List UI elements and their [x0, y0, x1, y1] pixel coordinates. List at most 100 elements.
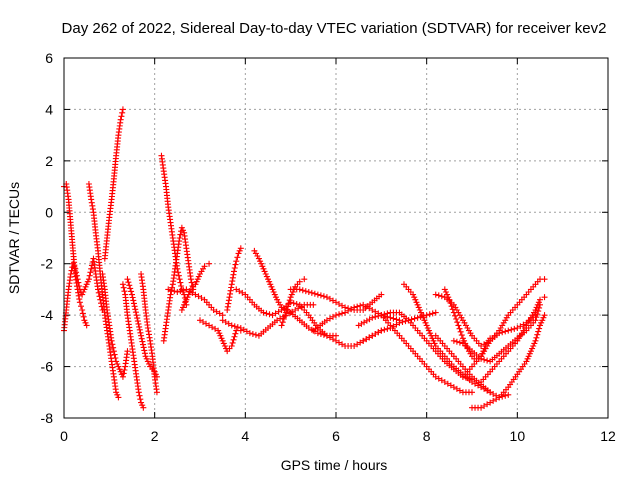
data-point — [372, 308, 379, 315]
data-point — [508, 326, 515, 333]
data-point — [188, 279, 195, 286]
data-point — [533, 304, 540, 311]
data-point — [230, 271, 237, 278]
data-point — [75, 279, 82, 286]
data-point — [218, 335, 225, 342]
data-point — [83, 281, 90, 288]
data-point — [333, 337, 339, 344]
data-point — [83, 322, 90, 329]
data-point — [444, 291, 451, 298]
data-point — [408, 316, 415, 323]
data-point — [130, 300, 137, 307]
data-point — [366, 305, 373, 312]
data-point — [127, 285, 134, 292]
series-arc-7 — [124, 276, 160, 380]
data-point — [360, 337, 367, 344]
data-point — [126, 282, 133, 289]
data-point — [184, 294, 191, 301]
series-arc-22 — [360, 309, 439, 344]
data-point — [73, 269, 80, 276]
data-point — [239, 289, 246, 296]
data-point — [111, 351, 118, 358]
data-point — [120, 284, 127, 291]
data-point — [514, 325, 521, 331]
data-point — [320, 293, 327, 300]
data-point — [169, 284, 176, 291]
data-point — [180, 287, 187, 294]
data-point — [114, 391, 121, 398]
data-point — [182, 299, 189, 306]
data-point — [136, 392, 143, 399]
data-point — [76, 299, 83, 306]
data-point — [220, 340, 227, 347]
data-point — [286, 297, 293, 304]
data-point — [282, 312, 288, 319]
data-point — [326, 315, 333, 322]
data-point — [255, 255, 262, 262]
data-point — [140, 341, 147, 348]
data-point — [258, 260, 265, 267]
data-point — [416, 307, 423, 313]
data-point — [68, 267, 75, 274]
data-point — [229, 339, 236, 346]
data-point — [279, 319, 286, 326]
data-point — [484, 357, 491, 364]
data-point — [531, 340, 538, 347]
data-point — [216, 330, 223, 337]
data-point — [194, 276, 201, 283]
data-point — [285, 300, 292, 307]
data-point — [305, 289, 312, 295]
data-point — [80, 313, 87, 320]
data-point — [265, 276, 271, 283]
data-point — [224, 303, 231, 310]
data-point — [174, 289, 181, 295]
data-point — [120, 370, 127, 377]
data-point — [284, 306, 291, 313]
data-point — [351, 304, 358, 311]
data-point — [121, 288, 128, 295]
y-tick-label: 6 — [45, 50, 53, 66]
data-point — [533, 334, 540, 341]
data-point — [200, 319, 207, 325]
data-point — [287, 294, 294, 301]
data-point — [139, 338, 146, 345]
data-point — [311, 290, 318, 297]
data-point — [469, 389, 475, 396]
data-point — [177, 231, 184, 238]
data-point — [88, 265, 95, 272]
data-point — [79, 307, 86, 313]
data-point — [234, 324, 241, 331]
data-point — [535, 328, 542, 335]
data-point — [301, 276, 308, 283]
data-point — [243, 328, 250, 335]
data-point — [203, 320, 210, 327]
data-point — [422, 319, 429, 326]
data-point — [532, 317, 539, 324]
data-point — [461, 337, 468, 344]
data-point — [131, 303, 138, 310]
data-point — [79, 310, 86, 317]
data-point — [393, 321, 400, 328]
data-point — [520, 321, 527, 328]
data-point — [487, 399, 494, 406]
data-point — [236, 247, 243, 254]
data-point — [438, 293, 445, 300]
data-point — [192, 291, 199, 298]
data-point — [336, 301, 343, 307]
data-point — [128, 288, 135, 295]
data-point — [145, 328, 152, 335]
data-point — [527, 348, 534, 355]
plot-frame — [63, 57, 609, 419]
x-tick-label: 8 — [423, 428, 431, 444]
data-point — [360, 301, 367, 308]
data-point — [79, 291, 86, 298]
data-point — [219, 317, 226, 324]
data-point — [448, 303, 455, 310]
y-tick-label: -2 — [41, 256, 54, 272]
data-point — [369, 307, 376, 313]
data-point — [272, 294, 279, 301]
data-point — [456, 325, 463, 332]
data-point — [137, 396, 144, 403]
data-point — [532, 307, 539, 313]
